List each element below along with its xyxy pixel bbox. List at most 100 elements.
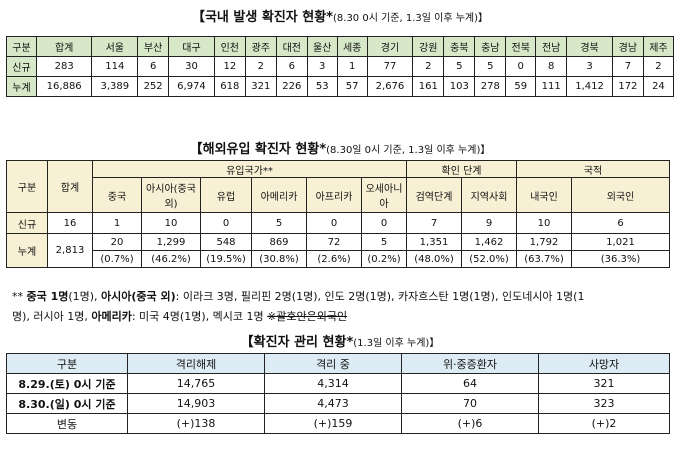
footnote: ** 중국 1명(1명), 아시아(중국 외): 이라크 3명, 필리핀 2명(… <box>12 287 672 327</box>
table-cell: 3 <box>306 56 338 77</box>
footnote-asia-detail: : 이라크 3명, 필리핀 2명(1명), 인도 2명(1명), 카자흐스탄 1… <box>175 290 585 303</box>
table-cell: 12 <box>213 56 246 77</box>
header-cell: 구분 <box>6 36 37 57</box>
table-cell: 7 <box>406 212 462 234</box>
header-cell: 세종 <box>336 36 368 57</box>
table-cell: 24 <box>642 76 675 97</box>
table-cell-pct: (63.7%) <box>516 250 572 268</box>
table-cell-pct: (46.2%) <box>141 250 201 268</box>
header-cell: 울산 <box>306 36 338 57</box>
table-cell: (+)138 <box>127 413 265 434</box>
table-cell: 172 <box>611 76 644 97</box>
table-header-row: 구분 격리해제 격리 중 위·중증환자 사망자 <box>6 353 670 374</box>
table-cell: 53 <box>306 76 338 97</box>
row-label: 변동 <box>6 413 128 434</box>
header-cell: 경남 <box>611 36 644 57</box>
table-cell: 70 <box>401 393 539 414</box>
table-cell: 16,886 <box>35 76 93 97</box>
header-cell: 충북 <box>443 36 476 57</box>
table-cell: 2 <box>412 56 445 77</box>
header-cell: 전남 <box>535 36 568 57</box>
table-cell: 30 <box>168 56 215 77</box>
table-cell: 14,765 <box>127 373 265 394</box>
footnote-china: 중국 1명 <box>26 290 69 303</box>
header-cell: 아시아(중국 외) <box>141 177 201 213</box>
table-cell: 5 <box>251 212 307 234</box>
table-cell-pct: (48.0%) <box>406 250 462 268</box>
footnote-line2: 명), 러시아 1명, <box>12 310 92 323</box>
table-cell-pct: (52.0%) <box>461 250 517 268</box>
table-cell-pct: (0.7%) <box>92 250 142 268</box>
table-cell: 0 <box>361 212 407 234</box>
header-cell: 위·중증환자 <box>401 353 539 374</box>
domestic-title-main: 【국내 발생 확진자 현황* <box>191 10 333 25</box>
table-cell: 9 <box>461 212 517 234</box>
table-cell: 5 <box>474 56 507 77</box>
header-group-nationality: 국적 <box>516 160 670 178</box>
table-header-row: 구분 합계 유입국가** 확인 단계 국적 <box>6 160 670 213</box>
table-cell-pct: (2.6%) <box>306 250 362 268</box>
table-row: 8.29.(토) 0시 기준 14,765 4,314 64 321 <box>6 373 670 394</box>
header-cell: 격리 중 <box>264 353 402 374</box>
header-cell: 경기 <box>366 36 414 57</box>
table-cell: 2 <box>642 56 675 77</box>
header-cell: 외국인 <box>571 177 670 213</box>
table-cell: 548 <box>200 233 252 251</box>
header-cell: 사망자 <box>538 353 670 374</box>
header-group-country: 유입국가** <box>92 160 407 178</box>
table-row: 신규 16 1 10 0 5 0 0 7 9 10 6 <box>6 212 670 234</box>
table-cell-pct: (36.3%) <box>571 250 670 268</box>
header-cell: 중국 <box>92 177 142 213</box>
header-cell: 부산 <box>137 36 170 57</box>
table-cell: 2,813 <box>47 233 93 268</box>
header-cell: 지역사회 <box>461 177 517 213</box>
header-cell: 서울 <box>91 36 139 57</box>
table-cell: 77 <box>366 56 414 77</box>
table-cell: 321 <box>244 76 277 97</box>
table-cell-pct: (0.2%) <box>361 250 407 268</box>
table-cell: 3,389 <box>91 76 139 97</box>
footnote-prefix: ** <box>12 290 27 303</box>
domestic-cases-table: 구분 합계 서울 부산 대구 인천 광주 대전 울산 세종 경기 강원 충북 충… <box>6 36 675 97</box>
row-label: 누계 <box>6 233 48 268</box>
table-cell: 8 <box>535 56 568 77</box>
table-cell: 59 <box>505 76 537 97</box>
table-cell: 252 <box>137 76 170 97</box>
table-row: 누계 16,886 3,389 252 6,974 618 321 226 53… <box>6 76 675 97</box>
header-cell: 대구 <box>168 36 215 57</box>
table-row: 신규 283 114 6 30 12 2 6 3 1 77 2 5 5 0 8 … <box>6 56 675 77</box>
table-cell: 114 <box>91 56 139 77</box>
table-cell: 1,021 <box>571 233 670 251</box>
footnote-america-detail: : 미국 4명(1명), 멕시코 1명 <box>131 310 268 323</box>
table-cell: 0 <box>306 212 362 234</box>
table-cell: 161 <box>412 76 445 97</box>
table-cell: 4,473 <box>264 393 402 414</box>
header-cell: 유럽 <box>200 177 252 213</box>
management-title: 【확진자 관리 현황*(1.3일 이후 누계)】 <box>0 331 680 350</box>
table-cell: 20 <box>92 233 142 251</box>
header-cell: 합계 <box>47 160 93 213</box>
table-cell: 5 <box>361 233 407 251</box>
imported-cases-table: 구분 합계 유입국가** 확인 단계 국적 중국 아시아(중국 외) 유럽 아메… <box>6 160 670 268</box>
row-label: 8.30.(일) 0시 기준 <box>6 393 128 414</box>
table-cell: 1,792 <box>516 233 572 251</box>
management-title-sub: (1.3일 이후 누계)】 <box>353 338 440 349</box>
table-cell: 5 <box>443 56 476 77</box>
table-row: 8.30.(일) 0시 기준 14,903 4,473 70 323 <box>6 393 670 414</box>
table-cell: 111 <box>535 76 568 97</box>
footnote-china-detail: (1명), <box>68 290 102 303</box>
table-cell: 283 <box>35 56 93 77</box>
footnote-struck-note: ※괄호안은외국인 <box>267 310 348 323</box>
table-header-row: 중국 아시아(중국 외) 유럽 아메리카 아프리카 오세아니아 검역단계 지역사… <box>6 177 670 213</box>
header-cell: 전북 <box>505 36 537 57</box>
table-cell: 64 <box>401 373 539 394</box>
header-cell: 아프리카 <box>306 177 362 213</box>
management-title-main: 【확진자 관리 현황* <box>240 335 354 350</box>
table-cell: 321 <box>538 373 670 394</box>
header-cell: 광주 <box>244 36 277 57</box>
footnote-asia: 아시아(중국 외) <box>101 290 176 303</box>
header-cell: 격리해제 <box>127 353 265 374</box>
header-cell: 합계 <box>35 36 93 57</box>
table-cell-pct: (30.8%) <box>251 250 307 268</box>
table-cell: 1,462 <box>461 233 517 251</box>
